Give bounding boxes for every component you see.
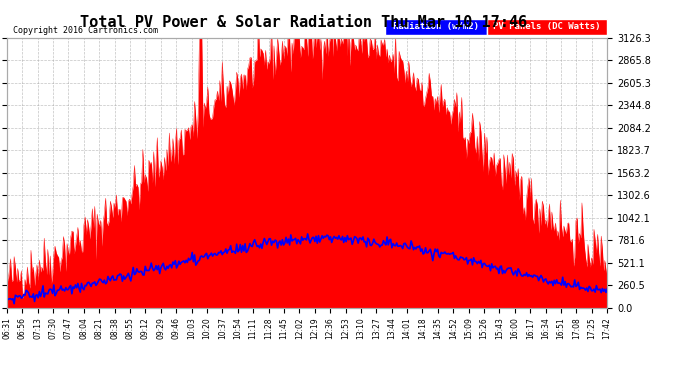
Text: Radiation (w/m2): Radiation (w/m2): [393, 22, 479, 31]
Text: PV Panels (DC Watts): PV Panels (DC Watts): [493, 22, 601, 31]
Text: Total PV Power & Solar Radiation Thu Mar 10 17:46: Total PV Power & Solar Radiation Thu Mar…: [80, 15, 527, 30]
FancyBboxPatch shape: [385, 19, 487, 35]
Text: Copyright 2016 Cartronics.com: Copyright 2016 Cartronics.com: [13, 26, 158, 35]
FancyBboxPatch shape: [487, 19, 607, 35]
